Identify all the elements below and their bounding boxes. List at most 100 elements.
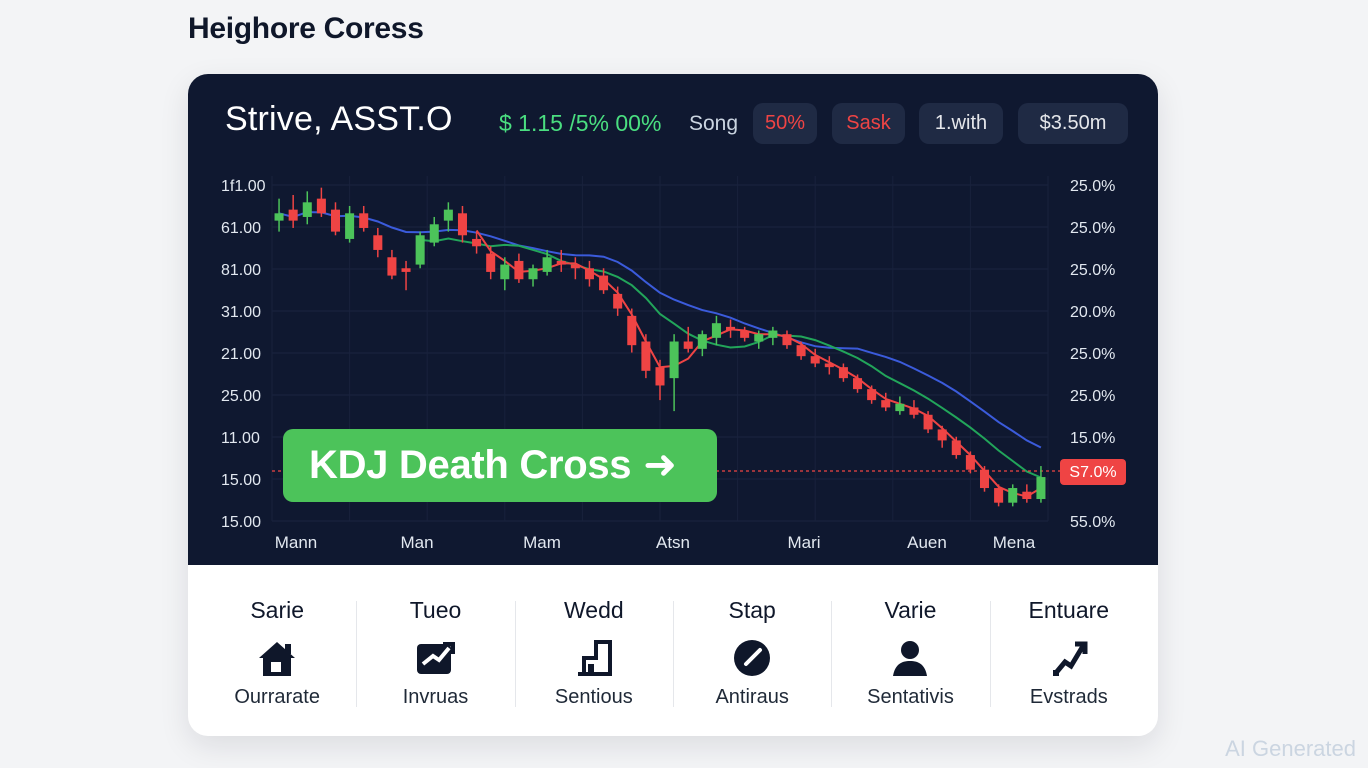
page-title: Heighore Coress (188, 12, 424, 45)
bar-chart-icon (577, 640, 612, 676)
candle-body (556, 260, 566, 265)
candle-body (359, 213, 369, 228)
candle-body (599, 275, 609, 291)
candle-body (951, 440, 961, 456)
y-right-tick: 55.0% (1070, 514, 1115, 531)
arrow-right-icon: ➜ (643, 443, 677, 487)
price-change: $ 1.15 /5% 00% (499, 110, 662, 136)
stat-item-entuare[interactable]: Entuare Evstrads (989, 565, 1148, 736)
candle-body (514, 260, 524, 280)
x-tick: Atsn (656, 533, 690, 552)
candle-body (965, 455, 975, 470)
status-text: Song (689, 112, 739, 135)
candle-body (994, 488, 1004, 503)
stat-sub: Evstrads (1029, 686, 1108, 708)
y-right-tick: 20.0% (1070, 304, 1115, 321)
y-left-tick: 21.00 (221, 346, 261, 363)
candle-body (1022, 491, 1032, 500)
stat-sub: Antiraus (715, 686, 789, 708)
candle-body (401, 268, 411, 272)
candle-body (1008, 488, 1018, 503)
width-pill[interactable]: 1.with (919, 103, 1003, 144)
candle-body (726, 326, 736, 331)
candle-body (528, 268, 538, 280)
ask-pill[interactable]: Sask (832, 103, 905, 144)
candle-body (697, 334, 707, 349)
price-tag-label: S7.0% (1069, 464, 1116, 481)
candle-body (895, 403, 905, 412)
y-right-tick: 25.0% (1070, 178, 1115, 195)
candle-body (613, 293, 623, 309)
percent-pill[interactable]: 50% (753, 103, 817, 144)
candle-body (641, 341, 651, 371)
stat-label: Entuare (1028, 597, 1110, 623)
price-tag (1060, 459, 1126, 485)
candle-body (754, 334, 764, 342)
y-right-tick: 25.0% (1070, 262, 1115, 279)
candle-body (824, 363, 834, 368)
y-left-tick: 81.00 (221, 262, 261, 279)
watermark: AI Generated (1225, 736, 1356, 761)
candle-body (867, 389, 877, 401)
candle-body (810, 356, 820, 364)
kdj-death-cross-button[interactable]: KDJ Death Cross ➜ (283, 429, 717, 502)
candle-body (330, 209, 341, 232)
candle-body (768, 330, 778, 338)
y-left-tick: 15.00 (221, 472, 261, 489)
candle-body (302, 202, 312, 217)
candle-body (570, 264, 580, 269)
stat-sub: Invruas (402, 686, 469, 708)
candle-body (472, 238, 482, 247)
candle-body (316, 198, 326, 214)
candle-body (415, 235, 425, 265)
candle-body (909, 407, 919, 415)
candle-body (683, 341, 693, 349)
candle-body (669, 341, 679, 379)
candle-body (542, 257, 552, 272)
candle-body (274, 213, 284, 221)
candle-body (937, 429, 947, 441)
stat-label: Varie (884, 597, 937, 623)
arrow-up-right-icon (1052, 641, 1088, 676)
y-left-tick: 61.00 (221, 220, 261, 237)
ma-mid-line (420, 237, 1042, 479)
stat-item-sarie[interactable]: Sarie Ourrarate (198, 565, 356, 736)
x-tick: Mari (787, 533, 820, 552)
x-tick: Mena (993, 533, 1036, 552)
candle-body (387, 257, 397, 276)
y-right-tick: 25.0% (1070, 388, 1115, 405)
candlestick-chart: 1f1.00 61.00 81.00 31.00 21.00 25.00 11.00 15.0… (221, 176, 1126, 552)
candle-body (345, 213, 355, 239)
trend-card-icon (417, 642, 456, 674)
candle-body (627, 315, 637, 346)
stat-label: Tueo (409, 597, 462, 623)
y-left-tick: 25.00 (221, 388, 261, 405)
stat-label: Wedd (563, 597, 624, 623)
x-tick: Mam (523, 533, 561, 552)
y-right-tick: 25.0% (1070, 220, 1115, 237)
x-tick: Man (400, 533, 433, 552)
chart-panel: 1f1.00 61.00 81.00 31.00 21.00 25.00 11.00 15.0… (188, 74, 1158, 565)
candle-body (782, 334, 792, 346)
stock-card: 1f1.00 61.00 81.00 31.00 21.00 25.00 11.00 15.0… (188, 74, 1158, 736)
y-left-tick: 11.00 (221, 430, 260, 447)
candle-body (923, 414, 933, 430)
stat-item-stap[interactable]: Stap Antiraus (672, 565, 831, 736)
candle-body (429, 224, 439, 243)
y-right-tick: 25.0% (1070, 346, 1115, 363)
candle-body (853, 378, 863, 390)
stat-item-tueo[interactable]: Tueo Invruas (356, 565, 514, 736)
ma-slow-line (278, 211, 1042, 449)
stat-item-wedd[interactable]: Wedd Sentious (514, 565, 673, 736)
stats-row: Sarie Ourrarate Tueo Invruas Wedd Se (188, 565, 1158, 736)
candle-body (838, 367, 848, 379)
candle-body (655, 367, 665, 386)
stat-label: Sarie (250, 597, 305, 623)
user-icon (893, 641, 928, 676)
candle-body (711, 323, 721, 338)
volume-pill[interactable]: $3.50m (1018, 103, 1128, 144)
x-tick: Auen (907, 533, 947, 552)
gauge-icon (734, 640, 771, 676)
stat-item-varie[interactable]: Varie Sentativis (831, 565, 989, 736)
y-left-tick: 15.00 (221, 514, 261, 531)
